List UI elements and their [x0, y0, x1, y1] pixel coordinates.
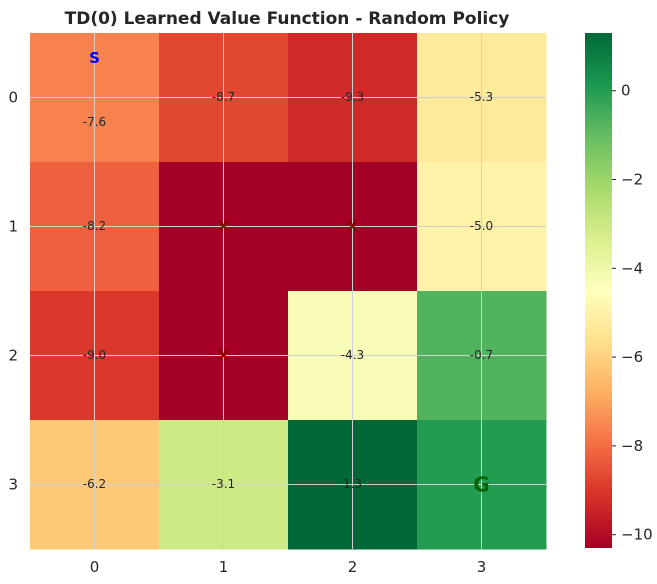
x-tick-label: 0 [90, 558, 100, 576]
colorbar-tick-label: −10 [621, 526, 653, 544]
cell-value-label: -9.0 [83, 348, 106, 362]
heatmap-grid [30, 33, 546, 549]
y-tick-label: 2 [8, 347, 18, 365]
y-axis-ticks: 0 1 2 3 [8, 89, 18, 494]
cell-value-label: -5.3 [470, 90, 493, 104]
cell-markers: S X X X G [89, 49, 490, 497]
colorbar-ticks: 0 −2 −4 −6 −8 −10 [612, 82, 653, 544]
x-axis-ticks: 0 1 2 3 [90, 558, 487, 576]
cell-value-label: 1.3 [343, 477, 362, 491]
wall-marker: X [218, 218, 230, 236]
colorbar [585, 33, 612, 548]
cell-value-label: -8.7 [212, 90, 235, 104]
y-tick-label: 3 [8, 476, 18, 494]
cell-value-label: -8.2 [83, 219, 106, 233]
x-tick-label: 1 [219, 558, 229, 576]
cell-value-label: -6.2 [83, 477, 106, 491]
cell-value-label: -7.6 [83, 115, 106, 129]
cell-value-label: -0.7 [470, 348, 493, 362]
wall-marker: X [218, 347, 230, 365]
colorbar-tick-label: −2 [621, 171, 643, 189]
heatmap-cells [30, 33, 547, 550]
x-tick-label: 2 [348, 558, 358, 576]
cell-value-label: -3.1 [212, 477, 235, 491]
colorbar-tick-label: 0 [621, 82, 631, 100]
colorbar-tick-label: −8 [621, 437, 643, 455]
wall-marker: X [347, 218, 359, 236]
colorbar-tick-label: −6 [621, 348, 643, 366]
cell-value-label: -5.0 [470, 219, 493, 233]
y-tick-label: 0 [8, 89, 18, 107]
y-tick-label: 1 [8, 218, 18, 236]
x-tick-label: 3 [477, 558, 487, 576]
colorbar-tick-label: −4 [621, 259, 643, 277]
chart-title: TD(0) Learned Value Function - Random Po… [65, 9, 510, 29]
cell-value-label: -9.3 [341, 90, 364, 104]
start-marker: S [89, 49, 100, 67]
cell-value-label: -4.3 [341, 348, 364, 362]
goal-marker: G [473, 473, 489, 497]
cell-value-labels: -7.6 -8.7 -9.3 -5.3 -8.2 -5.0 -9.0 -4.3 -0.7 -6.2… [83, 90, 493, 491]
